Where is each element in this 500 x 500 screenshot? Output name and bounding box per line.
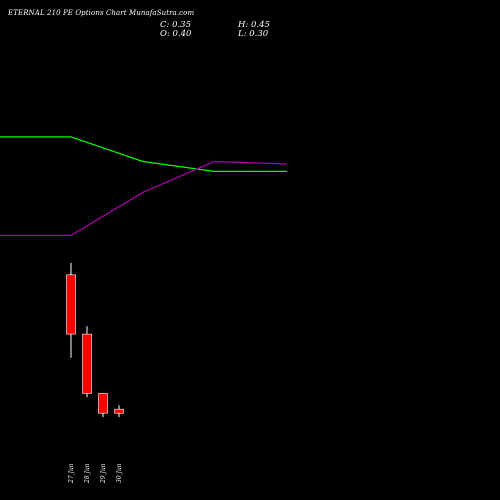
x-axis-ticks: 27 Jun 28 Jun 29 Jun 30 Jun [68,463,123,484]
candle [114,405,124,418]
green-indicator-line [0,136,287,173]
purple-indicator-line [0,160,288,237]
x-tick-label: 30 Jun [116,463,123,483]
x-tick-label: 27 Jun [68,463,75,484]
candle [82,326,92,398]
indicator-lines [0,136,288,237]
candle [66,262,76,358]
candle [98,393,108,418]
x-tick-label: 28 Jun [84,463,91,484]
low-value: L: 0.30 [238,29,269,39]
candle-body [98,393,108,414]
candle-body [82,333,92,394]
candlesticks [66,262,124,418]
candle-body [114,408,124,414]
close-value: C: 0.35 [160,20,191,30]
open-value: O: 0.40 [160,29,192,39]
high-value: H: 0.45 [238,20,270,30]
candle-body [66,274,76,335]
x-tick-label: 29 Jun [100,463,107,484]
chart-title: ETERNAL 210 PE Options Chart MunafaSutra… [8,9,195,17]
